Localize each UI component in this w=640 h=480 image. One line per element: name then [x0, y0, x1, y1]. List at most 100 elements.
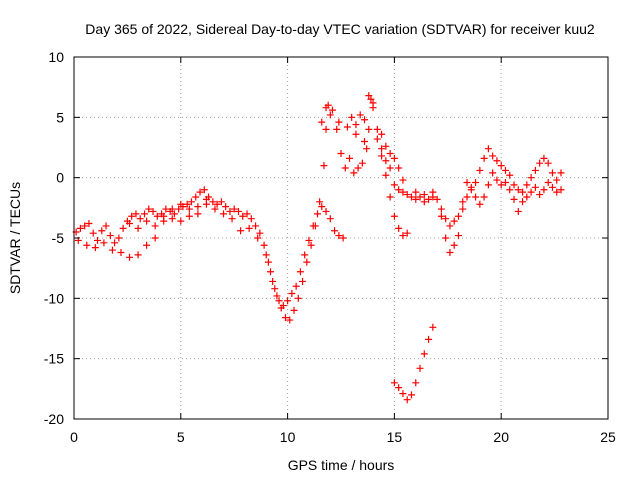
series-main-track — [72, 95, 565, 324]
data-point — [489, 152, 497, 160]
data-point — [540, 186, 548, 194]
data-point — [467, 186, 475, 194]
y-tick-label: 5 — [56, 109, 64, 125]
data-point — [299, 277, 307, 285]
data-point — [136, 215, 144, 223]
data-point — [382, 157, 390, 165]
data-point — [476, 166, 484, 174]
y-tick-label: -5 — [52, 230, 65, 246]
data-point — [399, 390, 407, 398]
x-tick-label: 25 — [600, 429, 616, 445]
data-point — [194, 210, 202, 218]
data-point — [412, 379, 420, 387]
data-point — [200, 186, 208, 194]
data-point — [506, 186, 514, 194]
data-point — [168, 205, 176, 213]
data-point — [519, 188, 527, 196]
data-point — [476, 200, 484, 208]
data-point — [390, 212, 398, 220]
data-point — [519, 198, 527, 206]
data-point — [318, 118, 326, 126]
data-point — [489, 169, 497, 177]
data-point — [303, 258, 311, 266]
data-point — [442, 215, 450, 223]
data-point — [254, 234, 262, 242]
data-point — [382, 142, 390, 150]
data-point — [140, 210, 148, 218]
x-tick-label: 20 — [493, 429, 509, 445]
data-point — [480, 193, 488, 201]
data-point — [425, 195, 433, 203]
data-point — [100, 239, 108, 247]
data-point — [115, 234, 123, 242]
data-point — [493, 157, 501, 165]
data-point — [416, 193, 424, 201]
data-point — [217, 198, 225, 206]
data-point — [360, 116, 368, 124]
data-point — [284, 297, 292, 305]
data-point — [281, 314, 289, 322]
data-point — [425, 335, 433, 343]
data-point — [420, 198, 428, 206]
data-point — [106, 232, 114, 240]
data-point — [89, 229, 97, 237]
data-point — [252, 222, 260, 230]
data-point — [480, 154, 488, 162]
data-point — [531, 166, 539, 174]
data-point — [446, 248, 454, 256]
data-point — [322, 207, 330, 215]
data-point — [459, 205, 467, 213]
data-point — [450, 241, 458, 249]
data-point — [352, 130, 360, 138]
data-point — [514, 207, 522, 215]
data-point — [111, 239, 119, 247]
data-point — [288, 290, 296, 298]
data-point — [459, 198, 467, 206]
data-point — [497, 162, 505, 170]
data-point — [185, 212, 193, 220]
data-point — [273, 292, 281, 300]
data-point — [369, 104, 377, 112]
data-point — [119, 224, 127, 232]
data-point — [209, 198, 217, 206]
data-point — [548, 169, 556, 177]
data-point — [378, 145, 386, 153]
data-point — [239, 212, 247, 220]
data-point — [416, 364, 424, 372]
data-point — [450, 217, 458, 225]
data-point — [501, 166, 509, 174]
data-point — [267, 268, 275, 276]
data-point — [493, 176, 501, 184]
data-point — [185, 205, 193, 213]
data-point — [358, 159, 366, 167]
data-point — [326, 215, 334, 223]
data-point — [536, 191, 544, 199]
data-point — [322, 104, 330, 112]
data-point — [501, 178, 509, 186]
data-point — [341, 164, 349, 172]
data-point — [386, 164, 394, 172]
data-point — [187, 198, 195, 206]
data-point — [132, 210, 140, 218]
data-point — [134, 224, 142, 232]
grid — [74, 57, 608, 419]
data-point — [412, 188, 420, 196]
data-point — [506, 171, 514, 179]
data-point — [523, 193, 531, 201]
series-mid-track — [126, 92, 407, 232]
y-tick-label: -10 — [44, 290, 64, 306]
data-point — [81, 222, 89, 230]
data-point — [365, 125, 373, 133]
data-point — [548, 183, 556, 191]
data-point — [318, 203, 326, 211]
data-point — [339, 234, 347, 242]
data-point — [399, 176, 407, 184]
data-point — [382, 171, 390, 179]
data-point — [378, 152, 386, 160]
data-point — [395, 186, 403, 194]
data-point — [527, 188, 535, 196]
data-point — [433, 195, 441, 203]
data-point — [403, 396, 411, 404]
data-point — [544, 178, 552, 186]
